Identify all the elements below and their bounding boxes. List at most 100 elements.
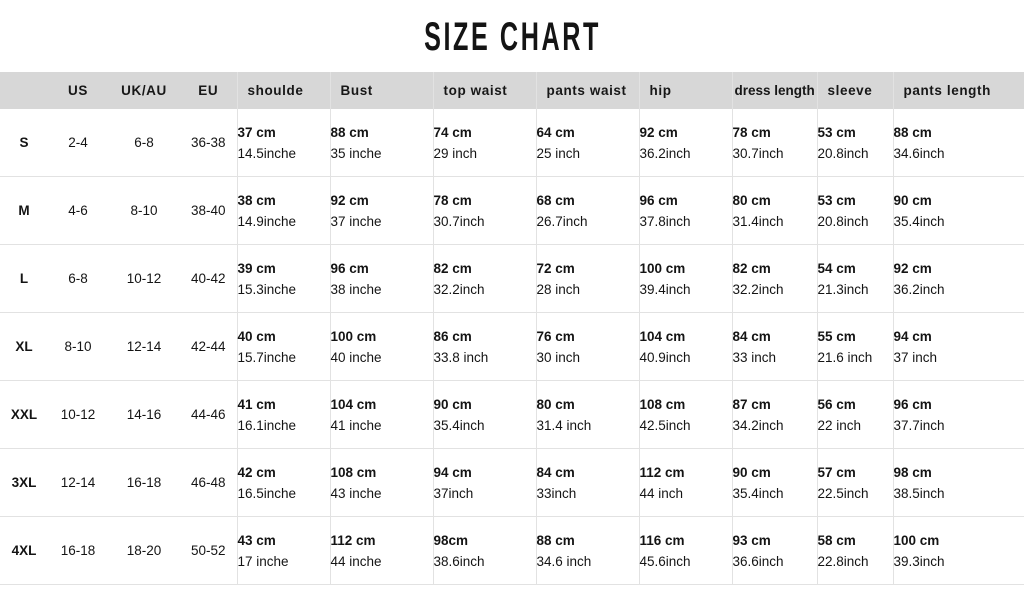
cell-pants-length: 100 cm 39.3inch bbox=[892, 516, 1024, 585]
cell-pants-waist: 88 cm 34.6 inch bbox=[535, 516, 639, 585]
cell-hip: 92 cm 36.2inch bbox=[638, 109, 732, 177]
top-waist-inch-value: 35.4inch bbox=[433, 417, 485, 433]
cell-eu: 40-42 bbox=[180, 244, 237, 313]
dress-length-inch-value: 35.4inch bbox=[732, 485, 784, 501]
dress-length-inch-value: 33 inch bbox=[732, 349, 777, 365]
bust-inch-value: 38 inche bbox=[330, 281, 382, 297]
measure-stack: 92 cm 36.2inch bbox=[894, 258, 1024, 300]
dress-length-cm-value: 80 cm bbox=[732, 192, 771, 208]
cell-size: XL bbox=[0, 312, 48, 381]
measure-stack: 100 cm 40 inche bbox=[331, 326, 433, 368]
cell-dress-length: 87 cm 34.2inch bbox=[731, 380, 817, 449]
hip-cm-value: 108 cm bbox=[639, 396, 686, 412]
cell-sleeve: 57 cm 22.5inch bbox=[816, 448, 893, 517]
measure-stack: 74 cm 29 inch bbox=[434, 122, 536, 164]
cell-dress-length: 80 cm 31.4inch bbox=[731, 176, 817, 245]
measure-stack: 53 cm 20.8inch bbox=[818, 190, 893, 232]
table-row: XL 8-10 12-14 42-44 40 cm 15.7inche 100 cm 40 i… bbox=[0, 312, 1024, 381]
bust-cm-value: 96 cm bbox=[330, 260, 369, 276]
hip-inch-value: 44 inch bbox=[639, 485, 684, 501]
bust-inch-value: 43 inche bbox=[330, 485, 382, 501]
column-header-hip: hip bbox=[638, 72, 732, 109]
cell-pants-waist: 80 cm 31.4 inch bbox=[535, 380, 639, 449]
measure-stack: 108 cm 43 inche bbox=[331, 462, 433, 504]
shoulder-inch-value: 14.5inche bbox=[237, 145, 297, 161]
cell-bust: 92 cm 37 inche bbox=[329, 176, 433, 245]
shoulder-inch-value: 15.3inche bbox=[237, 281, 297, 297]
cell-us: 4-6 bbox=[48, 176, 108, 245]
shoulder-cm-value: 38 cm bbox=[237, 192, 276, 208]
cell-eu: 44-46 bbox=[180, 380, 237, 449]
measure-stack: 82 cm 32.2inch bbox=[434, 258, 536, 300]
cell-size: XXL bbox=[0, 380, 48, 449]
bust-cm-value: 112 cm bbox=[330, 532, 376, 548]
top-waist-inch-value: 33.8 inch bbox=[433, 349, 489, 365]
top-waist-cm-value: 94 cm bbox=[433, 464, 472, 480]
cell-bust: 104 cm 41 inche bbox=[329, 380, 433, 449]
cell-pants-waist: 84 cm 33inch bbox=[535, 448, 639, 517]
pants-length-inch-value: 35.4inch bbox=[893, 213, 945, 229]
measure-stack: 72 cm 28 inch bbox=[537, 258, 639, 300]
pants-waist-cm-value: 72 cm bbox=[536, 260, 575, 276]
column-header-shoulder: shoulde bbox=[236, 72, 330, 109]
measure-stack: 112 cm 44 inche bbox=[331, 530, 433, 572]
measure-stack: 100 cm 39.4inch bbox=[640, 258, 732, 300]
cell-size: L bbox=[0, 244, 48, 313]
top-waist-inch-value: 38.6inch bbox=[433, 553, 485, 569]
measure-stack: 90 cm 35.4inch bbox=[434, 394, 536, 436]
pants-length-cm-value: 96 cm bbox=[893, 396, 932, 412]
pants-waist-inch-value: 25 inch bbox=[536, 145, 581, 161]
pants-waist-cm-value: 88 cm bbox=[536, 532, 575, 548]
cell-uk-au: 18-20 bbox=[108, 516, 180, 585]
hip-cm-value: 112 cm bbox=[639, 464, 685, 480]
page-title: SIZE CHART bbox=[423, 14, 601, 60]
measure-stack: 76 cm 30 inch bbox=[537, 326, 639, 368]
measure-stack: 93 cm 36.6inch bbox=[733, 530, 817, 572]
sleeve-cm-value: 55 cm bbox=[817, 328, 856, 344]
cell-eu: 50-52 bbox=[180, 516, 237, 585]
measure-stack: 92 cm 36.2inch bbox=[640, 122, 732, 164]
table-row: XXL 10-12 14-16 44-46 41 cm 16.1inche 104 cm 41… bbox=[0, 380, 1024, 449]
cell-hip: 108 cm 42.5inch bbox=[638, 380, 732, 449]
sleeve-inch-value: 20.8inch bbox=[817, 145, 869, 161]
shoulder-inch-value: 16.1inche bbox=[237, 417, 297, 433]
pants-length-inch-value: 36.2inch bbox=[893, 281, 945, 297]
column-header-pants-length: pants length bbox=[892, 72, 1024, 109]
shoulder-cm-value: 40 cm bbox=[237, 328, 276, 344]
pants-length-cm-value: 98 cm bbox=[893, 464, 932, 480]
bust-inch-value: 41 inche bbox=[330, 417, 382, 433]
cell-hip: 104 cm 40.9inch bbox=[638, 312, 732, 381]
bust-inch-value: 37 inche bbox=[330, 213, 382, 229]
cell-pants-length: 98 cm 38.5inch bbox=[892, 448, 1024, 517]
pants-waist-inch-value: 28 inch bbox=[536, 281, 581, 297]
pants-waist-cm-value: 64 cm bbox=[536, 124, 575, 140]
cell-hip: 112 cm 44 inch bbox=[638, 448, 732, 517]
dress-length-cm-value: 82 cm bbox=[732, 260, 771, 276]
bust-cm-value: 92 cm bbox=[330, 192, 369, 208]
cell-top-waist: 86 cm 33.8 inch bbox=[432, 312, 536, 381]
cell-uk-au: 8-10 bbox=[108, 176, 180, 245]
measure-stack: 56 cm 22 inch bbox=[818, 394, 893, 436]
measure-stack: 84 cm 33inch bbox=[537, 462, 639, 504]
sleeve-cm-value: 54 cm bbox=[817, 260, 856, 276]
top-waist-cm-value: 86 cm bbox=[433, 328, 472, 344]
bust-inch-value: 40 inche bbox=[330, 349, 382, 365]
cell-sleeve: 58 cm 22.8inch bbox=[816, 516, 893, 585]
measure-stack: 100 cm 39.3inch bbox=[894, 530, 1024, 572]
sleeve-inch-value: 22 inch bbox=[817, 417, 862, 433]
top-waist-cm-value: 82 cm bbox=[433, 260, 472, 276]
measure-stack: 40 cm 15.7inche bbox=[238, 326, 330, 368]
cell-top-waist: 90 cm 35.4inch bbox=[432, 380, 536, 449]
shoulder-cm-value: 42 cm bbox=[237, 464, 276, 480]
pants-length-cm-value: 90 cm bbox=[893, 192, 932, 208]
shoulder-cm-value: 43 cm bbox=[237, 532, 276, 548]
pants-waist-inch-value: 34.6 inch bbox=[536, 553, 592, 569]
measure-stack: 37 cm 14.5inche bbox=[238, 122, 330, 164]
measure-stack: 43 cm 17 inche bbox=[238, 530, 330, 572]
dress-length-cm-value: 90 cm bbox=[732, 464, 771, 480]
measure-stack: 108 cm 42.5inch bbox=[640, 394, 732, 436]
cell-pants-length: 92 cm 36.2inch bbox=[892, 244, 1024, 313]
dress-length-cm-value: 84 cm bbox=[732, 328, 771, 344]
measure-stack: 82 cm 32.2inch bbox=[733, 258, 817, 300]
